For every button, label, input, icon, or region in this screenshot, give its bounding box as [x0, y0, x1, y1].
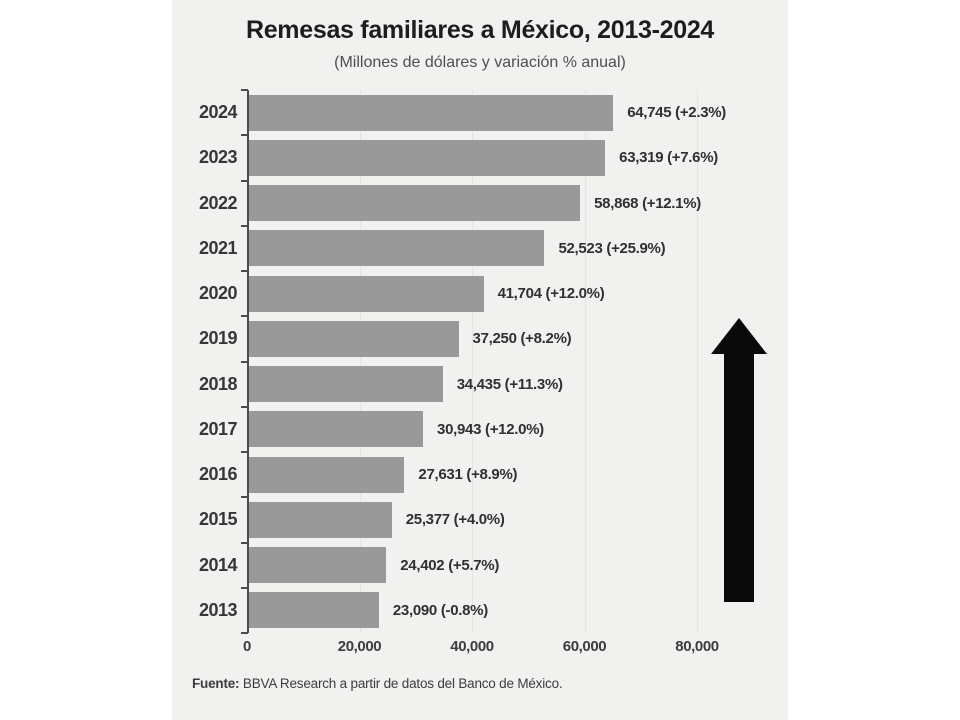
- bar-wrap: 58,868 (+12.1%): [249, 185, 788, 222]
- x-tick-label: 80,000: [675, 638, 719, 655]
- x-tick-label: 60,000: [562, 638, 607, 655]
- y-axis-tick: [241, 632, 248, 634]
- y-axis-tick: [241, 586, 248, 589]
- bar: [249, 185, 581, 222]
- bar: [249, 94, 614, 131]
- value-label: 52,523 (+25.9%): [558, 239, 666, 257]
- year-label: 2023: [198, 147, 238, 168]
- up-arrow-icon: [711, 318, 767, 602]
- bar-wrap: 52,523 (+25.9%): [249, 230, 788, 267]
- year-label: 2015: [198, 509, 238, 530]
- year-label: 2019: [198, 328, 238, 349]
- bar: [249, 456, 405, 493]
- x-tick-label: 40,000: [450, 638, 494, 655]
- gridline: [359, 90, 361, 633]
- bar: [249, 366, 443, 403]
- y-axis-tick: [241, 89, 248, 91]
- bar-wrap: 25,377 (+4.0%): [249, 501, 788, 538]
- chart-subtitle: (Millones de dólares y variación % anual…: [334, 54, 626, 71]
- value-label: 23,090 (-0.8%): [392, 601, 488, 619]
- value-label: 25,377 (+4.0%): [405, 511, 505, 529]
- y-axis-tick: [241, 541, 248, 544]
- value-label: 30,943 (+12.0%): [437, 420, 544, 438]
- y-axis-tick: [241, 315, 248, 318]
- gridline: [697, 90, 698, 633]
- bar-row: 2019 37,250 (+8.2%): [172, 316, 788, 361]
- value-label: 63,319 (+7.6%): [619, 149, 718, 167]
- value-label: 58,868 (+12.1%): [594, 194, 701, 212]
- bar-wrap: 41,704 (+12.0%): [249, 275, 788, 312]
- y-axis-spine: [247, 90, 249, 633]
- bar: [249, 547, 387, 584]
- y-axis-tick: [241, 270, 248, 272]
- year-label: 2021: [198, 237, 238, 258]
- year-label: 2014: [198, 554, 238, 575]
- x-tick-label: 20,000: [337, 638, 382, 655]
- chart-panel: Remesas familiares a México, 2013-2024 (…: [172, 0, 788, 720]
- bar: [249, 411, 424, 448]
- year-label: 2013: [198, 599, 238, 620]
- value-label: 37,250 (+8.2%): [472, 330, 572, 348]
- value-label: 41,704 (+12.0%): [497, 285, 605, 303]
- value-label: 34,435 (+11.3%): [456, 375, 563, 393]
- bar-wrap: 63,319 (+7.6%): [249, 139, 788, 176]
- plot-area: 2024 64,745 (+2.3%) 2023 63,319 (+7.6%) …: [172, 89, 788, 634]
- bar-row: 2013 23,090 (-0.8%): [172, 588, 788, 633]
- bar-row: 2014 24,402 (+5.7%): [172, 543, 788, 588]
- bar-row: 2024 64,745 (+2.3%): [172, 90, 788, 135]
- bar: [249, 592, 379, 629]
- bar-wrap: 37,250 (+8.2%): [249, 320, 788, 357]
- bar-row: 2018 34,435 (+11.3%): [172, 362, 788, 407]
- y-axis-tick: [241, 134, 248, 137]
- year-label: 2020: [198, 283, 238, 304]
- value-label: 64,745 (+2.3%): [627, 104, 726, 122]
- chart-title: Remesas familiares a México, 2013-2024: [245, 16, 715, 44]
- bar: [249, 501, 392, 538]
- bar: [249, 320, 459, 357]
- bar: [249, 139, 606, 176]
- bar-wrap: 27,631 (+8.9%): [249, 456, 788, 493]
- year-label: 2018: [198, 373, 238, 394]
- value-label: 24,402 (+5.7%): [400, 556, 500, 574]
- y-axis-tick: [241, 224, 248, 227]
- bar-wrap: 24,402 (+5.7%): [249, 547, 788, 584]
- bar-row: 2017 30,943 (+12.0%): [172, 407, 788, 452]
- bar-row: 2023 63,319 (+7.6%): [172, 135, 788, 180]
- bar-wrap: 64,745 (+2.3%): [249, 94, 788, 131]
- bar-row: 2020 41,704 (+12.0%): [172, 271, 788, 316]
- bar-wrap: 34,435 (+11.3%): [249, 366, 788, 403]
- y-axis-tick: [241, 451, 248, 453]
- y-axis-tick: [241, 360, 248, 363]
- value-label: 27,631 (+8.9%): [418, 466, 518, 484]
- gridline: [584, 90, 586, 633]
- source-text: BBVA Research a partir de datos del Banc…: [239, 676, 563, 691]
- gridline: [472, 90, 473, 633]
- bar: [249, 230, 545, 267]
- year-label: 2024: [198, 102, 238, 123]
- year-label: 2017: [198, 418, 238, 439]
- source-label: Fuente:: [192, 676, 240, 691]
- bar-row: 2021 52,523 (+25.9%): [172, 226, 788, 271]
- y-axis-tick: [241, 179, 248, 182]
- y-axis-tick: [241, 405, 248, 408]
- x-axis-labels: 0 20,000 40,000 60,000 80,000: [172, 638, 788, 658]
- bar-wrap: 30,943 (+12.0%): [249, 411, 788, 448]
- bar-wrap: 23,090 (-0.8%): [249, 592, 788, 629]
- x-tick-label: 0: [243, 638, 251, 655]
- year-label: 2022: [198, 192, 238, 213]
- y-axis-tick: [241, 496, 248, 499]
- year-label: 2016: [198, 464, 238, 485]
- bar-row: 2015 25,377 (+4.0%): [172, 497, 788, 542]
- bar-row: 2022 58,868 (+12.1%): [172, 181, 788, 226]
- source-note: Fuente: BBVA Research a partir de datos …: [192, 676, 563, 691]
- bar: [249, 275, 484, 312]
- bar-row: 2016 27,631 (+8.9%): [172, 452, 788, 497]
